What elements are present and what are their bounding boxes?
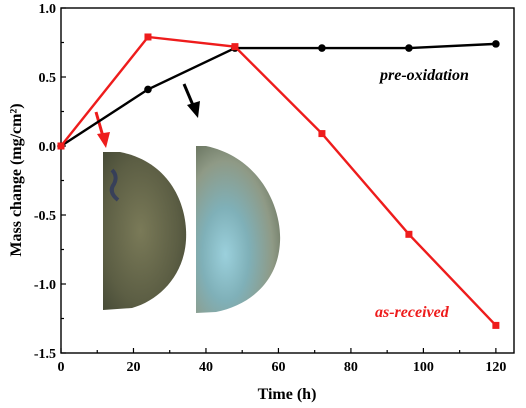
red-arrow bbox=[94, 111, 110, 148]
data-point-as-received bbox=[405, 230, 413, 238]
y-tick-label: 0.5 bbox=[39, 71, 57, 86]
annotation-as-received: as-received bbox=[375, 304, 450, 321]
y-tick-label: -0.5 bbox=[34, 209, 56, 224]
y-axis-title: Mass change (mg/cm²) bbox=[8, 103, 25, 256]
y-tick-label: 0.0 bbox=[39, 140, 57, 155]
x-tick-label: 20 bbox=[126, 360, 140, 375]
data-point-pre-oxidation bbox=[405, 44, 413, 52]
series-line-as-received bbox=[60, 35, 497, 327]
data-point-pre-oxidation bbox=[144, 85, 152, 94]
y-tick-label: 1.0 bbox=[39, 2, 57, 17]
data-point-as-received bbox=[144, 33, 152, 41]
x-tick-label: 40 bbox=[199, 360, 213, 375]
y-tick-label: -1.0 bbox=[34, 278, 56, 293]
x-axis: 0 20 40 60 80 100 120 bbox=[58, 348, 506, 375]
annotation-pre-oxidation: pre-oxidation bbox=[378, 67, 469, 84]
x-tick-label: 100 bbox=[413, 360, 434, 375]
y-tick-label: -1.5 bbox=[34, 347, 56, 362]
black-arrow bbox=[182, 83, 200, 118]
data-point-as-received bbox=[318, 130, 326, 138]
data-point-as-received bbox=[231, 43, 239, 51]
x-axis-title: Time (h) bbox=[258, 386, 317, 403]
data-point-as-received bbox=[492, 321, 500, 329]
data-point-pre-oxidation bbox=[318, 44, 326, 52]
data-point-pre-oxidation bbox=[492, 40, 500, 48]
x-tick-label: 80 bbox=[344, 360, 358, 375]
data-point-as-received bbox=[57, 142, 65, 150]
y-axis: 1.0 0.5 0.0 -0.5 -1.0 -1.5 bbox=[34, 2, 66, 362]
series-as-received bbox=[57, 33, 500, 329]
x-tick-label: 60 bbox=[271, 360, 285, 375]
series-line-pre-oxidation bbox=[60, 42, 496, 148]
x-tick-label: 120 bbox=[485, 360, 506, 375]
series-pre-oxidation bbox=[57, 40, 500, 150]
sample-photo-pre-oxidation bbox=[196, 146, 281, 313]
x-tick-label: 0 bbox=[58, 360, 65, 375]
series-layer bbox=[57, 33, 500, 329]
sample-photo-as-received bbox=[103, 152, 187, 310]
